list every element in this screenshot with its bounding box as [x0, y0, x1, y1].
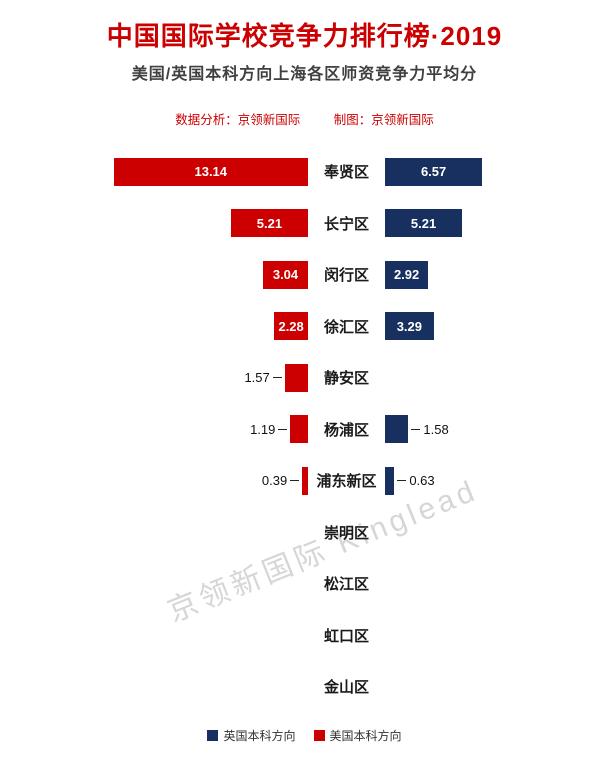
uk-value-label: 5.21	[410, 215, 437, 231]
attribution: 数据分析：京领新国际 制图：京领新国际	[0, 109, 609, 128]
uk-value-label: 2.92	[393, 267, 420, 283]
chart-subtitle: 美国/英国本科方向上海各区师资竞争力平均分	[131, 66, 478, 83]
district-label: 闵行区	[323, 267, 369, 285]
us-bar-cell: 13.14	[0, 157, 308, 186]
uk-bar-cell: 5.21	[385, 209, 609, 238]
chart-row: 5.21 长宁区 5.21	[0, 198, 609, 250]
legend-item-uk: 英国本科方向	[207, 727, 296, 744]
us-bar: 2.28	[274, 312, 308, 341]
us-legend-label: 美国本科方向	[329, 729, 402, 743]
chart-row: 1.57 静安区	[0, 352, 609, 404]
district-label: 金山区	[323, 679, 369, 697]
attribution-analysis: 数据分析：京领新国际	[175, 113, 301, 127]
us-bar	[284, 363, 308, 392]
us-bar: 13.14	[113, 157, 308, 186]
district-label: 奉贤区	[323, 164, 369, 182]
chart-row: 0.39 浦东新区 0.63	[0, 455, 609, 507]
chart-row: 1.19 杨浦区 1.58	[0, 404, 609, 456]
us-bar-cell: 1.57	[0, 363, 308, 392]
uk-bar-cell: 6.57	[385, 157, 609, 186]
uk-value-label: 6.57	[420, 164, 447, 180]
chart-row: 崇明区	[0, 507, 609, 559]
district-label: 浦东新区	[316, 473, 377, 491]
legend-item-us: 美国本科方向	[313, 727, 402, 744]
us-bar-cell: 5.21	[0, 209, 308, 238]
uk-legend-label: 英国本科方向	[223, 729, 296, 743]
chart-rows: 13.14 奉贤区 6.57 5.21 长宁区 5.21 3.04 闵行区 2.92 2.28 徐汇…	[0, 146, 609, 713]
legend: 英国本科方向 美国本科方向	[0, 727, 609, 744]
chart-row: 13.14 奉贤区 6.57	[0, 146, 609, 198]
district-label: 长宁区	[323, 215, 369, 233]
uk-value-label: 0.63	[409, 473, 435, 489]
uk-bar	[385, 415, 409, 444]
us-bar-cell: 2.28	[0, 312, 308, 341]
leader-line	[278, 428, 288, 430]
chart-row: 松江区	[0, 558, 609, 610]
uk-bar: 6.57	[385, 157, 483, 186]
attribution-chart-credit: 制图：京领新国际	[333, 113, 434, 127]
us-bar-cell: 3.04	[0, 260, 308, 289]
chart-row: 金山区	[0, 661, 609, 713]
chart-row: 虹口区	[0, 610, 609, 662]
us-value-label: 5.21	[256, 215, 283, 231]
district-label: 松江区	[323, 576, 369, 594]
leader-line	[290, 480, 300, 482]
us-value-label: 1.19	[250, 421, 276, 437]
diverging-bar-chart: 京领新国际 Kinglead 13.14 奉贤区 6.57 5.21 长宁区 5.21 3.…	[0, 146, 609, 713]
district-label: 杨浦区	[323, 421, 369, 439]
us-value-label: 13.14	[194, 164, 228, 180]
uk-bar-cell: 1.58	[385, 415, 609, 444]
us-value-label: 0.39	[261, 473, 288, 489]
us-value-label: 2.28	[278, 318, 304, 334]
chart-row: 2.28 徐汇区 3.29	[0, 301, 609, 353]
us-bar	[290, 415, 308, 444]
leader-line	[411, 428, 421, 430]
uk-bar: 3.29	[385, 312, 434, 341]
us-value-label: 1.57	[244, 370, 270, 386]
uk-bar: 5.21	[385, 209, 463, 238]
uk-legend-swatch	[207, 730, 219, 741]
us-value-label: 3.04	[272, 267, 299, 283]
uk-value-label: 3.29	[396, 318, 422, 334]
us-bar-cell: 1.19	[0, 415, 308, 444]
district-label: 静安区	[323, 370, 369, 388]
uk-bar	[385, 466, 395, 495]
district-label: 虹口区	[323, 627, 369, 645]
district-label: 徐汇区	[323, 318, 369, 336]
us-legend-swatch	[313, 730, 325, 741]
district-label: 崇明区	[323, 524, 369, 542]
us-bar: 5.21	[230, 209, 308, 238]
uk-bar-cell: 0.63	[385, 466, 609, 495]
us-bar	[302, 466, 308, 495]
uk-bar-cell: 3.29	[385, 312, 609, 341]
chart-row: 3.04 闵行区 2.92	[0, 249, 609, 301]
chart-title: 中国国际学校竞争力排行榜·2019	[106, 21, 503, 51]
leader-line	[272, 377, 282, 379]
uk-value-label: 1.58	[423, 421, 449, 437]
uk-bar-cell: 2.92	[385, 260, 609, 289]
uk-bar: 2.92	[385, 260, 429, 289]
us-bar-cell: 0.39	[0, 466, 308, 495]
us-bar: 3.04	[263, 260, 308, 289]
leader-line	[397, 480, 407, 482]
